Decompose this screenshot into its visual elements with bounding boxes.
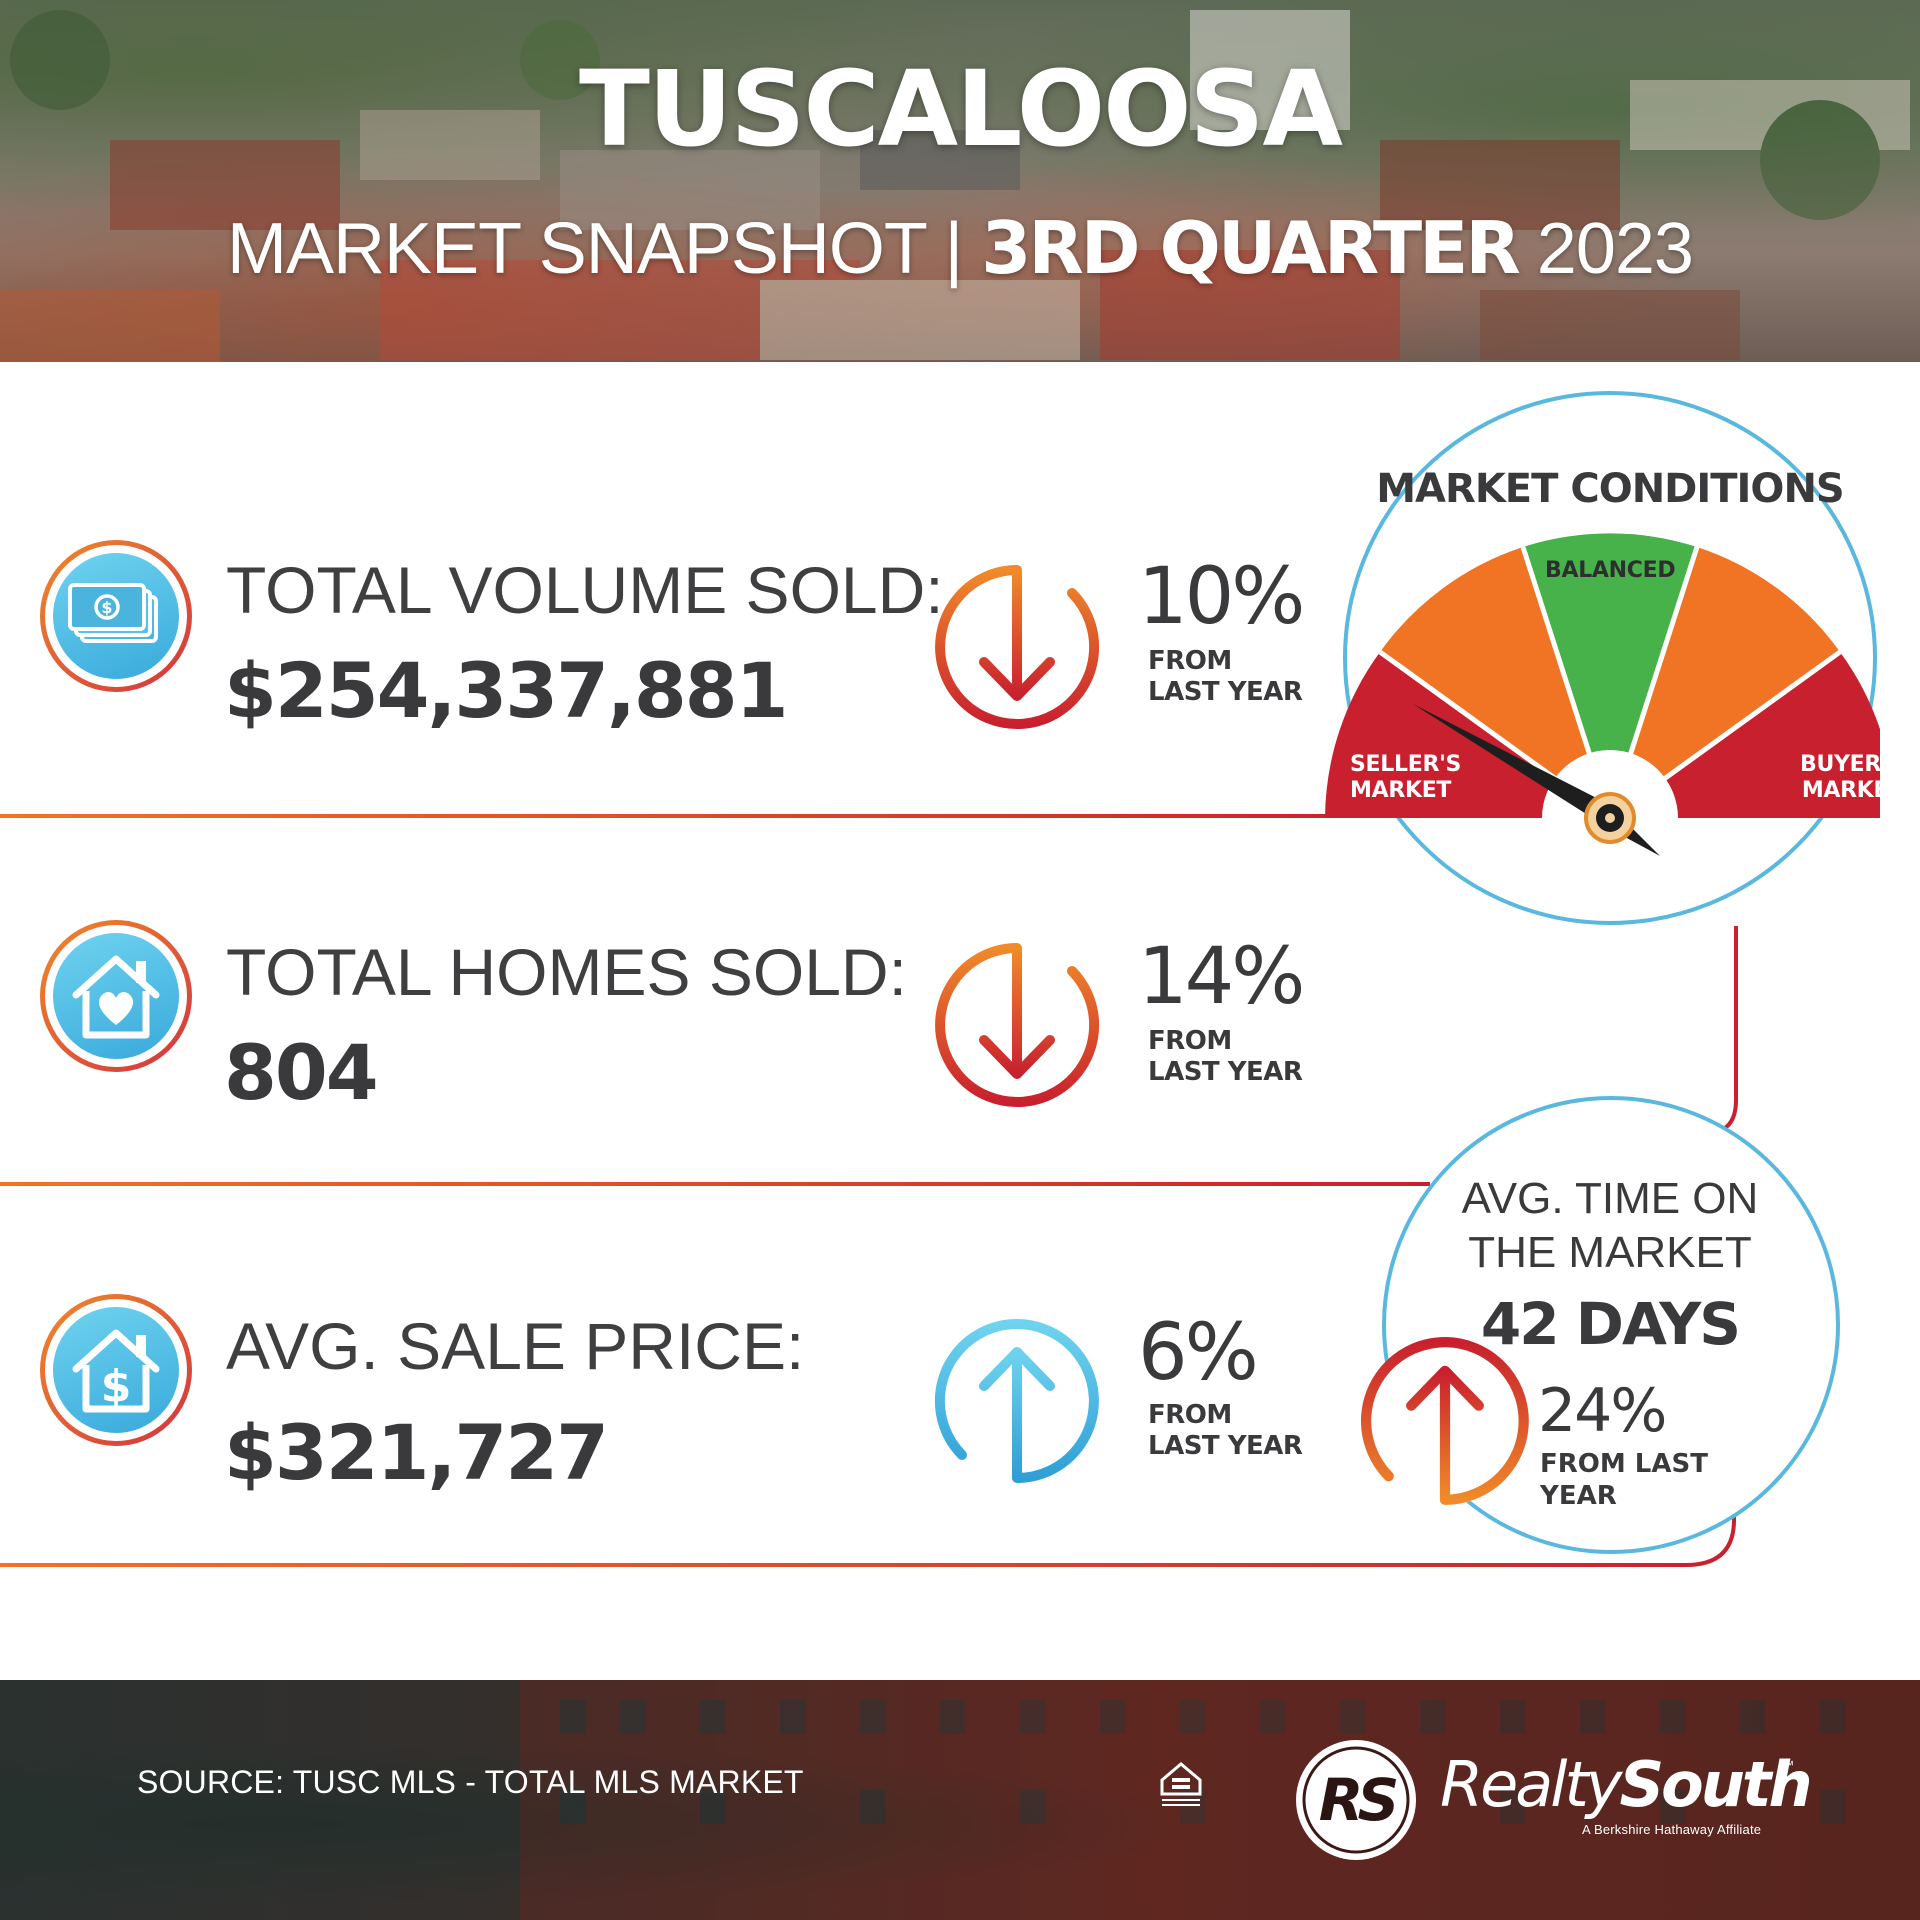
gauge-segment-orange-left — [1380, 547, 1610, 818]
divider-1 — [0, 814, 1400, 818]
atm-title-line: AVG. TIME ON — [1461, 1174, 1759, 1223]
market-conditions-gauge — [1325, 391, 1880, 925]
change-sub-line: FROM — [1148, 1026, 1232, 1056]
volume-change-pct: 10% — [1138, 552, 1305, 642]
gauge-label-text: BUYER'S — [1799, 752, 1903, 777]
avg-price-label: AVG. SALE PRICE: — [226, 1309, 805, 1383]
rs-logo-text: RS — [1319, 1766, 1397, 1834]
brand-light: Realty — [1440, 1748, 1622, 1821]
subtitle-text: MARKET SNAPSHOT | — [227, 209, 982, 289]
affiliate-tagline: A Berkshire Hathaway Affiliate — [1582, 1822, 1762, 1837]
price-change-sub: FROM LAST YEAR — [1148, 1400, 1303, 1462]
gauge-segment-balanced — [1523, 533, 1697, 818]
arrow-down-icon — [935, 565, 1100, 729]
total-volume-value: $254,337,881 — [224, 646, 789, 735]
building-image — [0, 1680, 1920, 1920]
price-change-pct: 6% — [1138, 1308, 1259, 1398]
gauge-label-text: MARKET — [1801, 778, 1903, 803]
change-sub-line: FROM — [1148, 646, 1232, 676]
header-banner: TUSCALOOSA MARKET SNAPSHOT | 3RD QUARTER… — [0, 0, 1920, 362]
avg-price-value: $321,727 — [224, 1408, 609, 1497]
svg-text:$: $ — [101, 1361, 132, 1412]
gauge-label-text: MARKET — [1350, 778, 1452, 803]
total-homes-value: 804 — [224, 1028, 379, 1117]
change-sub-line: LAST YEAR — [1148, 1431, 1303, 1461]
report-subtitle: MARKET SNAPSHOT | 3RD QUARTER 2023 — [0, 206, 1920, 290]
time-change-pct: 24% — [1538, 1376, 1667, 1446]
homes-change-sub: FROM LAST YEAR — [1148, 1026, 1303, 1088]
total-homes-label: TOTAL HOMES SOLD: — [226, 935, 907, 1009]
svg-text:$: $ — [101, 598, 112, 617]
change-sub-line: LAST YEAR — [1148, 1057, 1303, 1087]
arrow-up-icon — [934, 1319, 1099, 1483]
divider-3 — [0, 1490, 1736, 1567]
time-on-market-value: 42 DAYS — [1480, 1290, 1741, 1358]
time-on-market-title: AVG. TIME ON THE MARKET — [1410, 1172, 1810, 1280]
brand-name: RealtySouth — [1440, 1748, 1813, 1821]
divider-2 — [0, 1182, 1430, 1186]
footer-banner: SOURCE: TUSC MLS - TOTAL MLS MARKET RS R… — [0, 1680, 1920, 1920]
change-sub-line: LAST YEAR — [1148, 677, 1303, 707]
equal-housing-icon — [1160, 1762, 1202, 1806]
gauge-label-sellers: SELLER'S MARKET — [1350, 752, 1461, 804]
house-heart-icon — [40, 920, 192, 1072]
house-dollar-icon: $ — [40, 1294, 192, 1446]
subtitle-year: 2023 — [1517, 209, 1694, 289]
gauge-segment-orange-right — [1610, 547, 1840, 818]
market-conditions-title: MARKET CONDITIONS — [1376, 466, 1844, 512]
city-skyline-image — [0, 10, 1910, 362]
gauge-label-balanced: BALANCED — [1545, 558, 1676, 584]
trademark-mark: ™ — [1782, 1758, 1794, 1772]
atm-title-line: THE MARKET — [1468, 1228, 1752, 1277]
gauge-segment-buyers — [1610, 652, 1880, 818]
arrow-down-icon — [935, 943, 1100, 1107]
change-sub-line: FROM LAST — [1540, 1449, 1708, 1479]
gauge-label-text: BALANCED — [1545, 558, 1676, 583]
rs-logo-icon: RS — [1296, 1740, 1416, 1860]
subtitle-quarter: 3RD QUARTER — [981, 206, 1520, 290]
city-title: TUSCALOOSA — [579, 48, 1343, 170]
gauge-label-text: SELLER'S — [1350, 752, 1462, 777]
change-sub-line: YEAR — [1540, 1481, 1617, 1511]
volume-change-sub: FROM LAST YEAR — [1148, 646, 1303, 708]
brand-bold: South — [1619, 1748, 1812, 1821]
total-volume-label: TOTAL VOLUME SOLD: — [226, 553, 944, 627]
homes-change-pct: 14% — [1138, 932, 1305, 1022]
gauge-label-buyers: BUYER'S MARKET — [1767, 752, 1903, 804]
time-change-sub: FROM LAST YEAR — [1540, 1448, 1760, 1512]
change-sub-line: FROM — [1148, 1400, 1232, 1430]
money-icon: $ — [40, 540, 192, 692]
source-note: SOURCE: TUSC MLS - TOTAL MLS MARKET — [137, 1764, 804, 1800]
arrow-up-icon — [1361, 1337, 1529, 1505]
